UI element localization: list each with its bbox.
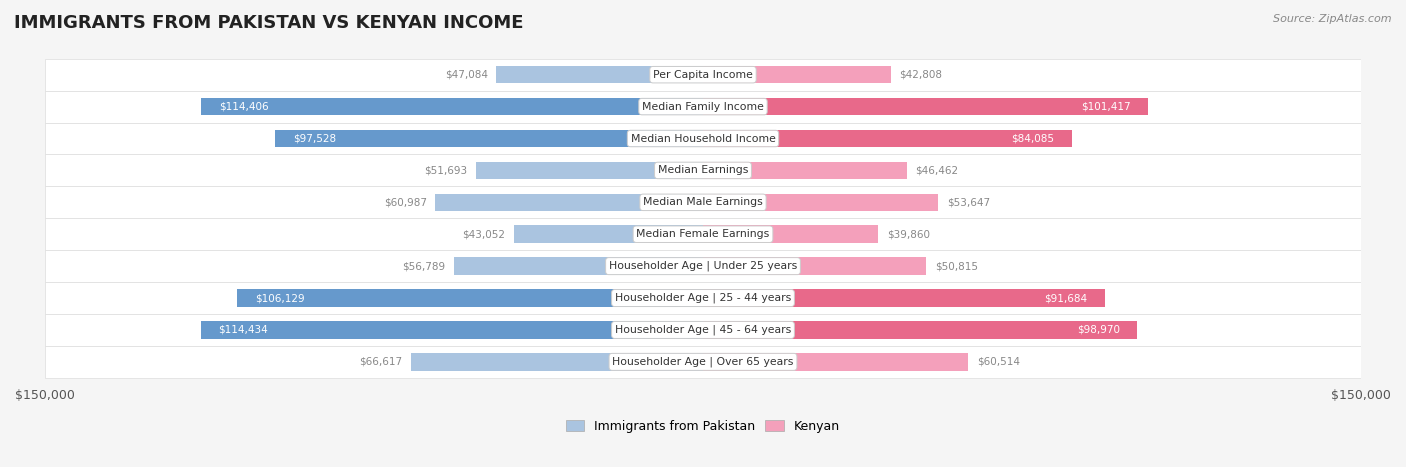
Bar <box>703 226 877 243</box>
Text: $46,462: $46,462 <box>915 165 959 176</box>
Bar <box>238 289 703 307</box>
Text: $66,617: $66,617 <box>359 357 402 367</box>
Text: Median Female Earnings: Median Female Earnings <box>637 229 769 239</box>
FancyBboxPatch shape <box>45 218 1361 250</box>
Bar <box>703 289 1105 307</box>
Text: IMMIGRANTS FROM PAKISTAN VS KENYAN INCOME: IMMIGRANTS FROM PAKISTAN VS KENYAN INCOM… <box>14 14 523 32</box>
FancyBboxPatch shape <box>45 314 1361 346</box>
Text: Source: ZipAtlas.com: Source: ZipAtlas.com <box>1274 14 1392 24</box>
Text: $114,434: $114,434 <box>218 325 269 335</box>
Text: Median Earnings: Median Earnings <box>658 165 748 176</box>
FancyBboxPatch shape <box>45 282 1361 314</box>
Text: $97,528: $97,528 <box>292 134 336 143</box>
Bar <box>411 353 703 371</box>
Text: Householder Age | Under 25 years: Householder Age | Under 25 years <box>609 261 797 271</box>
Text: $47,084: $47,084 <box>444 70 488 80</box>
Bar <box>477 162 703 179</box>
Text: Per Capita Income: Per Capita Income <box>652 70 754 80</box>
Bar <box>496 66 703 84</box>
Text: $39,860: $39,860 <box>887 229 929 239</box>
Text: Median Family Income: Median Family Income <box>643 102 763 112</box>
Bar <box>703 193 938 211</box>
FancyBboxPatch shape <box>45 91 1361 122</box>
Bar <box>201 321 703 339</box>
Bar <box>436 193 703 211</box>
Bar <box>703 162 907 179</box>
Bar <box>703 98 1147 115</box>
Text: $56,789: $56,789 <box>402 261 446 271</box>
Bar <box>276 130 703 147</box>
Text: Householder Age | Over 65 years: Householder Age | Over 65 years <box>612 357 794 367</box>
Bar <box>515 226 703 243</box>
Legend: Immigrants from Pakistan, Kenyan: Immigrants from Pakistan, Kenyan <box>561 415 845 438</box>
Text: Householder Age | 25 - 44 years: Householder Age | 25 - 44 years <box>614 293 792 303</box>
Bar <box>703 353 969 371</box>
Text: $60,514: $60,514 <box>977 357 1021 367</box>
Text: $114,406: $114,406 <box>219 102 269 112</box>
FancyBboxPatch shape <box>45 346 1361 378</box>
Bar <box>454 257 703 275</box>
Bar <box>703 257 927 275</box>
Bar <box>703 321 1137 339</box>
Text: $60,987: $60,987 <box>384 198 426 207</box>
Bar <box>703 130 1071 147</box>
Text: $50,815: $50,815 <box>935 261 977 271</box>
FancyBboxPatch shape <box>45 186 1361 218</box>
FancyBboxPatch shape <box>45 250 1361 282</box>
Text: $98,970: $98,970 <box>1077 325 1119 335</box>
Text: $43,052: $43,052 <box>463 229 505 239</box>
Text: Median Household Income: Median Household Income <box>630 134 776 143</box>
Text: $106,129: $106,129 <box>254 293 305 303</box>
Text: $53,647: $53,647 <box>948 198 990 207</box>
Text: $51,693: $51,693 <box>425 165 467 176</box>
Text: $42,808: $42,808 <box>900 70 942 80</box>
FancyBboxPatch shape <box>45 155 1361 186</box>
Text: $91,684: $91,684 <box>1045 293 1088 303</box>
Text: Median Male Earnings: Median Male Earnings <box>643 198 763 207</box>
Text: $84,085: $84,085 <box>1011 134 1054 143</box>
FancyBboxPatch shape <box>45 59 1361 91</box>
Text: $101,417: $101,417 <box>1081 102 1130 112</box>
Bar <box>201 98 703 115</box>
Text: Householder Age | 45 - 64 years: Householder Age | 45 - 64 years <box>614 325 792 335</box>
FancyBboxPatch shape <box>45 122 1361 155</box>
Bar <box>703 66 891 84</box>
